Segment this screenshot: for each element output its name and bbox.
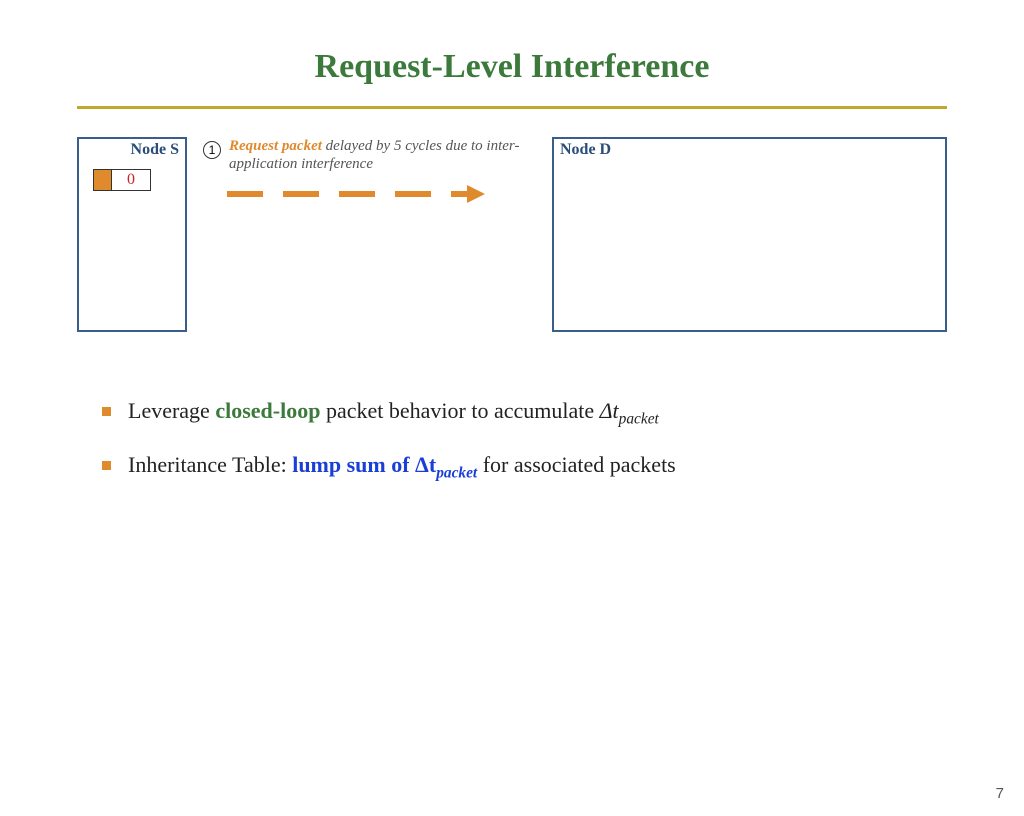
bullet-list: Leverage closed-loop packet behavior to … <box>102 397 922 484</box>
slide-title: Request-Level Interference <box>0 48 1024 86</box>
request-arrow-icon <box>227 179 487 209</box>
bullet-1-post1: packet behavior to accumulate <box>320 398 599 423</box>
packet-header-block <box>94 170 112 190</box>
packet-cell: 0 <box>93 169 151 191</box>
bullet-2-highlight: lump sum of Δtpacket <box>292 452 477 477</box>
bullet-1-highlight: closed-loop <box>215 398 320 423</box>
node-d-box: Node D <box>552 137 947 332</box>
title-underline <box>77 106 947 109</box>
bullet-1-pre: Leverage <box>128 398 215 423</box>
step-number-circle: 1 <box>203 141 221 159</box>
bullet-1-sub: packet <box>619 410 659 427</box>
request-caption: Request packet delayed by 5 cycles due t… <box>229 137 529 173</box>
bullet-1-delta: Δt <box>600 398 619 423</box>
bullet-2-post1: for associated packets <box>477 452 676 477</box>
packet-value: 0 <box>112 170 150 190</box>
bullet-item-2: Inheritance Table: lump sum of Δtpacket … <box>102 451 922 483</box>
node-s-box: Node S 0 <box>77 137 187 332</box>
diagram-area: Node S 0 1 Request packet delayed by 5 c… <box>77 137 947 337</box>
node-d-label: Node D <box>560 141 611 159</box>
page-number: 7 <box>996 785 1004 802</box>
bullet-item-1: Leverage closed-loop packet behavior to … <box>102 397 922 429</box>
bullet-2-pre: Inheritance Table: <box>128 452 292 477</box>
request-caption-bold: Request packet <box>229 138 322 154</box>
node-s-label: Node S <box>131 141 179 159</box>
